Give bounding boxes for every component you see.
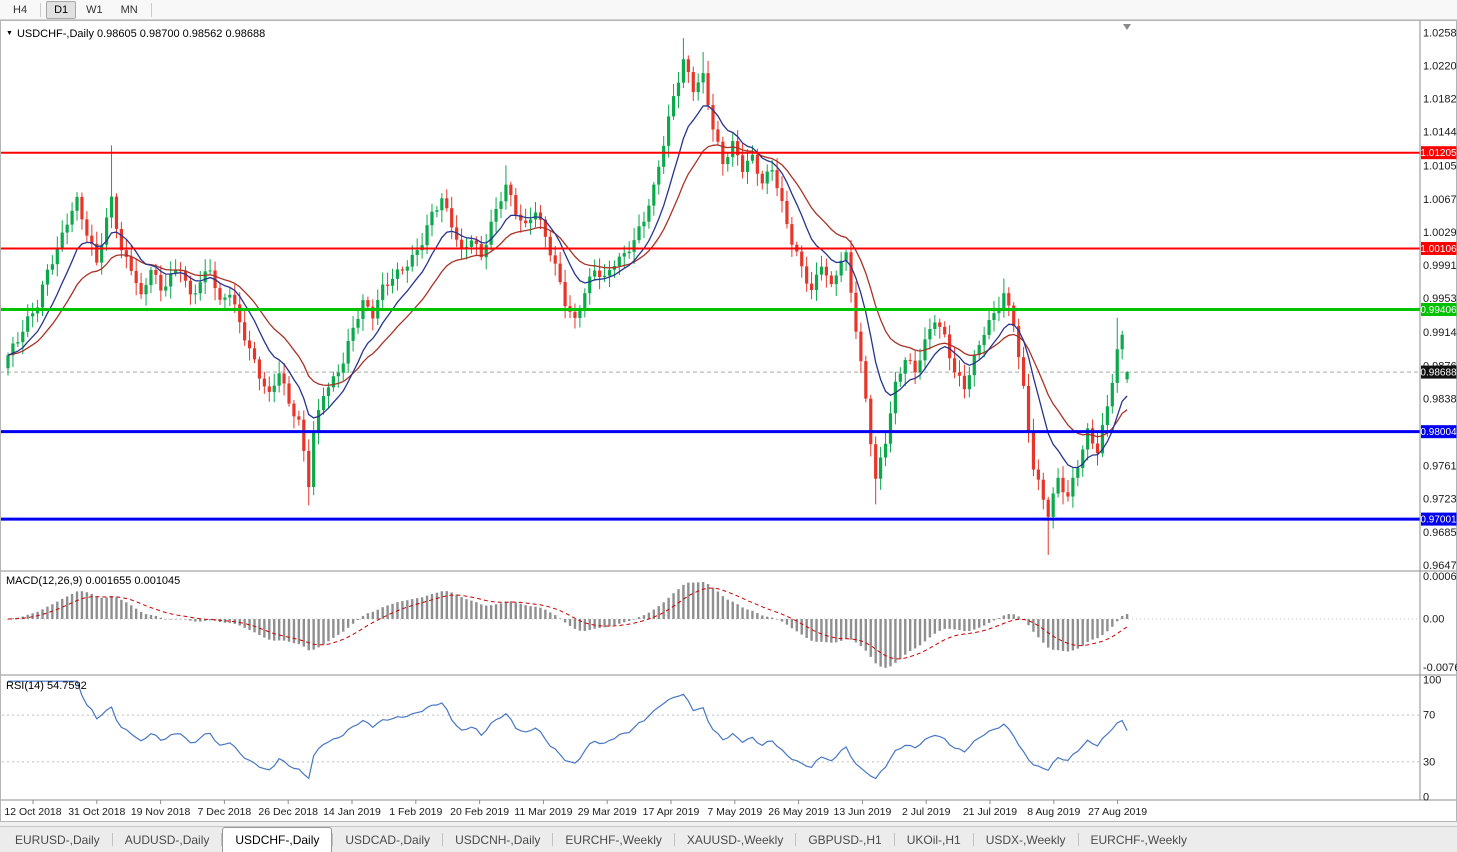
svg-text:30: 30 — [1423, 756, 1435, 768]
svg-text:1.00670: 1.00670 — [1423, 194, 1457, 206]
tab-separator — [673, 833, 675, 846]
chart-tab-eurchf-weekly[interactable]: EURCHF-,Weekly — [565, 833, 662, 847]
svg-text:26 May 2019: 26 May 2019 — [768, 806, 829, 818]
svg-text:8 Aug 2019: 8 Aug 2019 — [1027, 806, 1080, 818]
svg-text:1.01205: 1.01205 — [1420, 148, 1457, 159]
chart-tab-gbpusd-h1[interactable]: GBPUSD-,H1 — [808, 833, 882, 847]
timeframe-button-d1[interactable]: D1 — [46, 0, 77, 19]
svg-text:7 Dec 2018: 7 Dec 2018 — [198, 806, 252, 818]
price-chart-canvas[interactable]: 1.02580 1.02200 1.01820 1.01440 1.01050 1.006… — [0, 20, 1457, 822]
svg-text:2 Jul 2019: 2 Jul 2019 — [902, 806, 951, 818]
svg-text:13 Jun 2019: 13 Jun 2019 — [833, 806, 891, 818]
svg-text:-0.00762: -0.00762 — [1423, 662, 1457, 674]
timeframe-button-mn[interactable]: MN — [120, 3, 138, 16]
chart-window[interactable]: 1.02580 1.02200 1.01820 1.01440 1.01050 1.006… — [0, 20, 1457, 822]
svg-text:31 Oct 2018: 31 Oct 2018 — [68, 806, 125, 818]
svg-text:1 Feb 2019: 1 Feb 2019 — [389, 806, 442, 818]
svg-text:27 Aug 2019: 27 Aug 2019 — [1088, 806, 1147, 818]
tab-separator — [221, 833, 223, 846]
svg-text:100: 100 — [1423, 675, 1441, 687]
svg-text:14 Jan 2019: 14 Jan 2019 — [323, 806, 381, 818]
svg-text:17 Apr 2019: 17 Apr 2019 — [643, 806, 700, 818]
svg-text:20 Feb 2019: 20 Feb 2019 — [450, 806, 509, 818]
chart-tab-xauusd-weekly[interactable]: XAUUSD-,Weekly — [686, 833, 784, 847]
chart-tab-eurchf-weekly[interactable]: EURCHF-,Weekly — [1090, 833, 1187, 847]
svg-text:0.98004: 0.98004 — [1420, 427, 1457, 438]
svg-text:1.02200: 1.02200 — [1423, 60, 1457, 72]
svg-text:19 Nov 2018: 19 Nov 2018 — [131, 806, 191, 818]
tab-separator — [332, 833, 334, 846]
svg-text:1.00106: 1.00106 — [1420, 244, 1457, 255]
chart-tab-usdcnh-daily[interactable]: USDCNH-,Daily — [455, 833, 541, 847]
chart-tab-usdcad-daily[interactable]: USDCAD-,Daily — [345, 833, 431, 847]
svg-text:26 Dec 2018: 26 Dec 2018 — [258, 806, 318, 818]
svg-text:29 Mar 2019: 29 Mar 2019 — [578, 806, 637, 818]
chart-tab-ukoil-h1[interactable]: UKOil-,H1 — [906, 833, 961, 847]
svg-text:1.01820: 1.01820 — [1423, 94, 1457, 106]
svg-text:7 May 2019: 7 May 2019 — [707, 806, 762, 818]
tab-separator — [111, 833, 113, 846]
toolbar-separator — [150, 2, 152, 17]
svg-text:1.02580: 1.02580 — [1423, 27, 1457, 39]
tab-separator — [972, 833, 974, 846]
svg-text:1.01440: 1.01440 — [1423, 127, 1457, 139]
tab-separator — [1077, 833, 1079, 846]
svg-text:0.98688: 0.98688 — [1420, 368, 1457, 379]
toolbar-separator — [40, 2, 42, 17]
svg-text:0.00: 0.00 — [1423, 614, 1444, 626]
svg-text:0.99406: 0.99406 — [1420, 305, 1457, 316]
tab-separator — [795, 833, 797, 846]
svg-text:0.97001: 0.97001 — [1420, 515, 1457, 526]
svg-text:70: 70 — [1423, 710, 1435, 722]
svg-text:0.0006286: 0.0006286 — [1423, 571, 1457, 583]
chart-tab-audusd-daily[interactable]: AUDUSD-,Daily — [124, 833, 210, 847]
chart-tab-usdx-weekly[interactable]: USDX-,Weekly — [985, 833, 1066, 847]
timeframe-button-h4[interactable]: H4 — [13, 3, 28, 16]
svg-text:11 Mar 2019: 11 Mar 2019 — [514, 806, 572, 818]
tab-separator — [552, 833, 554, 846]
svg-text:0: 0 — [1423, 792, 1429, 804]
tab-separator — [442, 833, 444, 846]
chart-tab-eurusd-daily[interactable]: EURUSD-,Daily — [15, 833, 100, 847]
svg-text:21 Jul 2019: 21 Jul 2019 — [963, 806, 1017, 818]
chart-tabs: EURUSD-,Daily AUDUSD-,Daily USDCHF-,Daily U… — [0, 826, 1457, 852]
svg-text:1.01050: 1.01050 — [1423, 161, 1457, 173]
timeframe-toolbar: H4 D1 W1 MN — [0, 0, 1457, 20]
timeframe-button-w1[interactable]: W1 — [86, 3, 103, 16]
chart-tab-usdchf-daily[interactable]: USDCHF-,Daily — [222, 827, 333, 852]
svg-text:12 Oct 2018: 12 Oct 2018 — [4, 806, 61, 818]
tab-separator — [893, 833, 895, 846]
